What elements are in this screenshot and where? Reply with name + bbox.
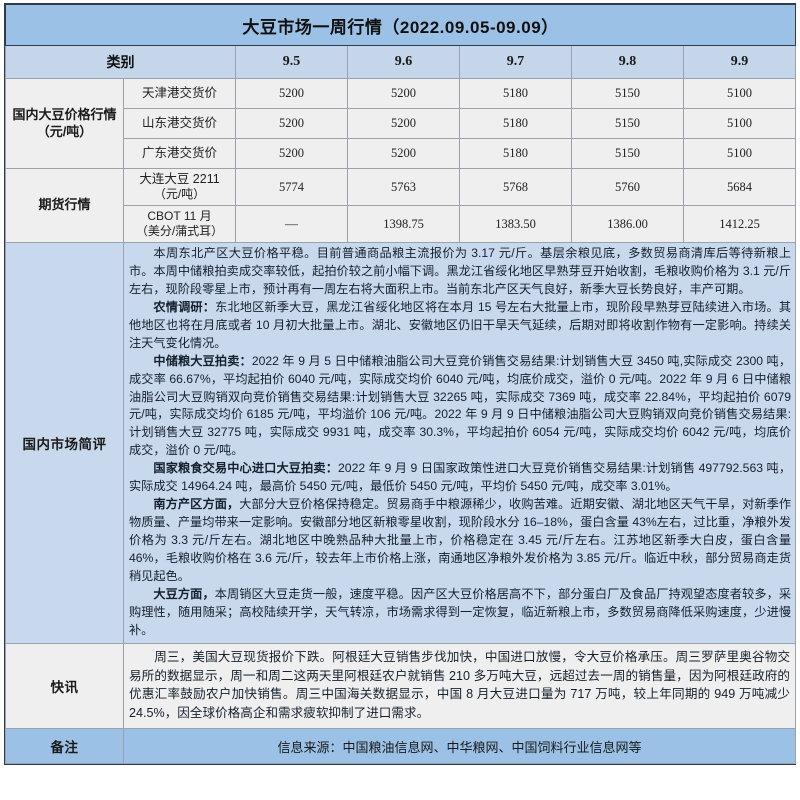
- cell-guangdong-d3: 5180: [459, 138, 572, 169]
- cell-tianjin-d1: 5200: [235, 78, 348, 109]
- paragraph-text: 本周销区大豆走货一般，速度平稳。因产区大豆价格居高不下，部分蛋白厂及食品厂持观望…: [129, 586, 792, 637]
- date-header-3: 9.7: [459, 45, 572, 79]
- paragraph-text: 大部分大豆价格保持稳定。贸易商手中粮源稀少，收购苦难。近期安徽、湖北地区天气干旱…: [129, 497, 792, 583]
- cell-dalian-d5: 5684: [682, 168, 797, 206]
- table-row: 期货行情 大连大豆 2211 （元/吨） 5774 5763 5768 5760…: [5, 168, 797, 243]
- paragraph-text: 本周东北产区大豆价格平稳。目前普通商品粮主流报价为 3.17 元/斤。基层余粮见…: [129, 246, 792, 296]
- cbot-name: CBOT 11 月: [147, 209, 212, 223]
- commentary-paragraph: 大豆方面，本周销区大豆走货一般，速度平稳。因产区大豆价格居高不下，部分蛋白厂及食…: [129, 586, 791, 640]
- commentary-paragraph: 中储粮大豆拍卖：2022 年 9 月 5 日中储粮油脂公司大豆竞价销售交易结果:…: [129, 353, 791, 461]
- cell-dalian-d2: 5763: [347, 168, 460, 206]
- cell-dalian-d1: 5774: [235, 168, 348, 206]
- table-row: 国内大豆价格行情（元/吨） 天津港交货价 5200 5200 5180 5150…: [5, 78, 797, 169]
- commentary-paragraph: 本周东北产区大豆价格平稳。目前普通商品粮主流报价为 3.17 元/斤。基层余粮见…: [129, 245, 791, 299]
- cell-shandong-d4: 5150: [571, 108, 684, 139]
- cell-guangdong-d5: 5100: [682, 138, 797, 169]
- table-row: 广东港交货价 5200 5200 5180 5150 5100: [6, 138, 797, 169]
- table-row: 山东港交货价 5200 5200 5180 5150 5100: [6, 108, 797, 139]
- news-flash-body: 周三，美国大豆现货报价下跌。阿根廷大豆销售步伐加快，中国进口放慢，令大豆价格承压…: [122, 642, 797, 730]
- paragraph-lead: 中储粮大豆拍卖：: [153, 353, 252, 368]
- remark-row: 备注 信息来源：中国粮油信息网、中华粮网、中国饲料行业信息网等: [5, 728, 797, 765]
- no-data-dash: —: [285, 216, 298, 231]
- cell-guangdong-d1: 5200: [235, 138, 348, 169]
- cell-cbot-d1: —: [235, 205, 348, 243]
- paragraph-lead: 南方产区方面，: [153, 497, 240, 512]
- dalian-name: 大连大豆 2211: [139, 172, 220, 186]
- category-header: 类别: [5, 45, 236, 79]
- soybean-market-report: 大豆市场一周行情（2022.09.05-09.09） 类别 9.5 9.6 9.…: [4, 3, 797, 766]
- date-header-1: 9.5: [235, 45, 348, 79]
- dalian-unit: （元/吨）: [153, 187, 206, 201]
- row-label-guangdong: 广东港交货价: [123, 138, 236, 169]
- cell-tianjin-d2: 5200: [347, 78, 460, 109]
- cell-guangdong-d4: 5150: [571, 138, 684, 169]
- market-commentary-row: 国内市场简评 本周东北产区大豆价格平稳。目前普通商品粮主流报价为 3.17 元/…: [5, 242, 797, 644]
- paragraph-text: 2022 年 9 月 5 日中储粮油脂公司大豆竞价销售交易结果:计划销售大豆 3…: [129, 353, 792, 458]
- date-header-4: 9.8: [571, 45, 684, 79]
- commentary-paragraph: 国家粮食交易中心进口大豆拍卖：2022 年 9 月 9 日国家政策性进口大豆竞价…: [129, 460, 791, 496]
- column-header-row: 类别 9.5 9.6 9.7 9.8 9.9: [5, 45, 797, 79]
- table-row: CBOT 11 月 （美分/蒲式耳） — 1398.75 1383.50 138…: [6, 205, 797, 243]
- cell-cbot-d4: 1386.00: [571, 205, 684, 243]
- date-header-5: 9.9: [682, 45, 797, 79]
- cell-tianjin-d5: 5100: [682, 78, 797, 109]
- group-label-futures: 期货行情: [5, 168, 124, 243]
- news-flash-text: 周三，美国大豆现货报价下跌。阿根廷大豆销售步伐加快，中国进口放慢，令大豆价格承压…: [129, 649, 791, 721]
- group-label-remark: 备注: [5, 728, 124, 765]
- group-label-news-flash: 快讯: [5, 642, 124, 730]
- paragraph-lead: 农情调研：: [153, 299, 216, 314]
- news-flash-row: 快讯 周三，美国大豆现货报价下跌。阿根廷大豆销售步伐加快，中国进口放慢，令大豆价…: [5, 642, 797, 730]
- remark-text: 信息来源：中国粮油信息网、中华粮网、中国饲料行业信息网等: [122, 728, 797, 765]
- cell-cbot-d2: 1398.75: [347, 205, 460, 243]
- cbot-unit: （美分/蒲式耳）: [135, 224, 224, 238]
- paragraph-lead: 国家粮食交易中心进口大豆拍卖：: [153, 461, 339, 476]
- group-label-domestic-prices: 国内大豆价格行情（元/吨）: [5, 78, 124, 169]
- cell-dalian-d3: 5768: [459, 168, 572, 206]
- title-row: 大豆市场一周行情（2022.09.05-09.09）: [4, 4, 797, 46]
- cell-shandong-d1: 5200: [235, 108, 348, 139]
- page-title: 大豆市场一周行情（2022.09.05-09.09）: [4, 4, 797, 46]
- row-label-tianjin: 天津港交货价: [123, 78, 236, 109]
- row-label-cbot-nov: CBOT 11 月 （美分/蒲式耳）: [123, 205, 236, 243]
- paragraph-text: 2022 年 9 月 9 日国家政策性进口大豆竞价销售交易结果:计划销售 497…: [129, 461, 792, 494]
- cell-shandong-d5: 5100: [682, 108, 797, 139]
- cell-guangdong-d2: 5200: [347, 138, 460, 169]
- cell-cbot-d5: 1412.25: [682, 205, 797, 243]
- cell-tianjin-d3: 5180: [459, 78, 572, 109]
- paragraph-lead: 大豆方面，: [153, 586, 215, 601]
- cell-shandong-d3: 5180: [459, 108, 572, 139]
- market-commentary-body: 本周东北产区大豆价格平稳。目前普通商品粮主流报价为 3.17 元/斤。基层余粮见…: [122, 242, 797, 644]
- group-label-market-commentary: 国内市场简评: [5, 242, 124, 644]
- commentary-paragraph: 农情调研：东北地区新季大豆，黑龙江省绥化地区将在本月 15 号左右大批量上市，现…: [129, 299, 791, 353]
- row-label-shandong: 山东港交货价: [123, 108, 236, 139]
- commentary-paragraph: 南方产区方面，大部分大豆价格保持稳定。贸易商手中粮源稀少，收购苦难。近期安徽、湖…: [129, 496, 791, 586]
- row-label-dalian-2211: 大连大豆 2211 （元/吨）: [123, 168, 236, 206]
- cell-tianjin-d4: 5150: [571, 78, 684, 109]
- cell-cbot-d3: 1383.50: [459, 205, 572, 243]
- cell-shandong-d2: 5200: [347, 108, 460, 139]
- date-header-2: 9.6: [347, 45, 460, 79]
- cell-dalian-d4: 5760: [571, 168, 684, 206]
- report-table: 大豆市场一周行情（2022.09.05-09.09） 类别 9.5 9.6 9.…: [4, 4, 797, 765]
- paragraph-text: 东北地区新季大豆，黑龙江省绥化地区将在本月 15 号左右大批量上市，现阶段早熟芽…: [129, 299, 792, 350]
